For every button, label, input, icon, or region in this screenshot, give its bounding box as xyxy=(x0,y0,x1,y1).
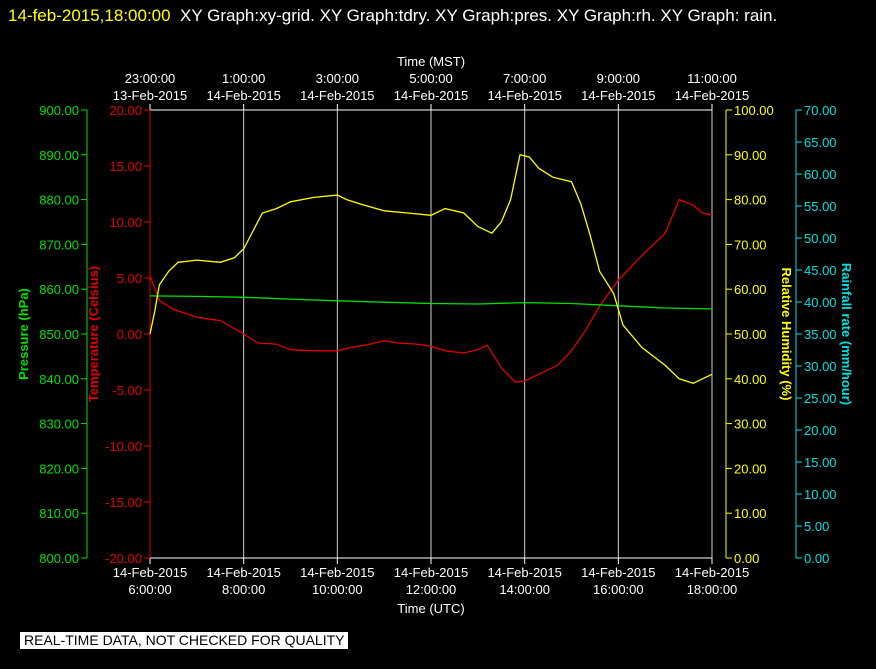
top-tick-time-label: 1:00:00 xyxy=(222,71,265,86)
humidity-tick-label: 20.00 xyxy=(734,461,767,476)
humidity-tick-label: 40.00 xyxy=(734,372,767,387)
top-tick-date-label: 14-Feb-2015 xyxy=(300,88,374,103)
pressure-tick-label: 850.00 xyxy=(39,327,79,342)
temperature-tick-label: 15.00 xyxy=(109,159,142,174)
rainfall-tick-label: 10.00 xyxy=(804,487,837,502)
rainfall-tick-label: 55.00 xyxy=(804,199,837,214)
x-tick-date-label: 14-Feb-2015 xyxy=(487,565,561,580)
header-graph-list: XY Graph:xy-grid. XY Graph:tdry. XY Grap… xyxy=(180,6,778,25)
x-tick-time-label: 12:00:00 xyxy=(406,582,457,597)
header-timestamp: 14-feb-2015,18:00:00 xyxy=(8,6,171,25)
top-tick-date-label: 14-Feb-2015 xyxy=(206,88,280,103)
top-tick-time-label: 9:00:00 xyxy=(597,71,640,86)
top-axis-label: Time (MST) xyxy=(397,54,465,69)
top-tick-date-label: 14-Feb-2015 xyxy=(675,88,749,103)
humidity-tick-label: 100.00 xyxy=(734,103,774,118)
humidity-tick-label: 70.00 xyxy=(734,237,767,252)
top-tick-date-label: 14-Feb-2015 xyxy=(394,88,468,103)
top-tick-date-label: 14-Feb-2015 xyxy=(487,88,561,103)
x-tick-time-label: 8:00:00 xyxy=(222,582,265,597)
temperature-axis-label: Temperature (Celsius) xyxy=(86,266,101,402)
rainfall-tick-label: 45.00 xyxy=(804,263,837,278)
rainfall-tick-label: 40.00 xyxy=(804,295,837,310)
rainfall-tick-label: 25.00 xyxy=(804,391,837,406)
top-tick-time-label: 3:00:00 xyxy=(316,71,359,86)
temperature-tick-label: 10.00 xyxy=(109,215,142,230)
chart-header: 14-feb-2015,18:00:00 XY Graph:xy-grid. X… xyxy=(8,2,868,30)
pressure-tick-label: 840.00 xyxy=(39,372,79,387)
temperature-tick-label: 5.00 xyxy=(117,271,142,286)
x-tick-date-label: 14-Feb-2015 xyxy=(581,565,655,580)
humidity-tick-label: 80.00 xyxy=(734,193,767,208)
x-tick-date-label: 14-Feb-2015 xyxy=(300,565,374,580)
humidity-series-line xyxy=(149,154,713,384)
temperature-tick-label: -20.00 xyxy=(105,551,142,566)
rainfall-tick-label: 65.00 xyxy=(804,135,837,150)
rainfall-tick-label: 35.00 xyxy=(804,327,837,342)
x-axis-label: Time (UTC) xyxy=(397,601,464,616)
top-tick-date-label: 13-Feb-2015 xyxy=(113,88,187,103)
temperature-tick-label: -10.00 xyxy=(105,439,142,454)
humidity-axis-label: Relative Humidity (%) xyxy=(779,268,794,401)
pressure-tick-label: 870.00 xyxy=(39,237,79,252)
rainfall-tick-label: 70.00 xyxy=(804,103,837,118)
pressure-tick-label: 900.00 xyxy=(39,103,79,118)
top-tick-time-label: 11:00:00 xyxy=(687,71,737,86)
pressure-tick-label: 820.00 xyxy=(39,461,79,476)
x-tick-time-label: 10:00:00 xyxy=(312,582,363,597)
x-tick-time-label: 14:00:00 xyxy=(499,582,550,597)
humidity-tick-label: 60.00 xyxy=(734,282,767,297)
temperature-tick-label: 20.00 xyxy=(109,103,142,118)
rainfall-tick-label: 5.00 xyxy=(804,519,829,534)
rainfall-tick-label: 0.00 xyxy=(804,551,829,566)
rainfall-tick-label: 15.00 xyxy=(804,455,837,470)
pressure-tick-label: 830.00 xyxy=(39,417,79,432)
x-tick-time-label: 18:00:00 xyxy=(687,582,738,597)
rainfall-tick-label: 50.00 xyxy=(804,231,837,246)
x-tick-date-label: 14-Feb-2015 xyxy=(206,565,280,580)
rainfall-tick-label: 30.00 xyxy=(804,359,837,374)
humidity-tick-label: 30.00 xyxy=(734,417,767,432)
humidity-tick-label: 90.00 xyxy=(734,148,767,163)
humidity-tick-label: 10.00 xyxy=(734,506,767,521)
top-tick-time-label: 5:00:00 xyxy=(409,71,452,86)
pressure-tick-label: 880.00 xyxy=(39,193,79,208)
top-tick-time-label: 7:00:00 xyxy=(503,71,546,86)
quality-notice: REAL-TIME DATA, NOT CHECKED FOR QUALITY xyxy=(20,632,349,649)
x-tick-time-label: 16:00:00 xyxy=(593,582,644,597)
pressure-series-line xyxy=(149,295,713,310)
humidity-tick-label: 0.00 xyxy=(734,551,759,566)
x-tick-date-label: 14-Feb-2015 xyxy=(113,565,187,580)
top-tick-time-label: 23:00:00 xyxy=(125,71,176,86)
x-tick-time-label: 6:00:00 xyxy=(128,582,171,597)
humidity-tick-label: 50.00 xyxy=(734,327,767,342)
temperature-tick-label: -15.00 xyxy=(105,495,142,510)
pressure-tick-label: 860.00 xyxy=(39,282,79,297)
pressure-tick-label: 810.00 xyxy=(39,506,79,521)
temperature-tick-label: 0.00 xyxy=(117,327,142,342)
temperature-tick-label: -5.00 xyxy=(112,383,142,398)
x-tick-date-label: 14-Feb-2015 xyxy=(675,565,749,580)
rainfall-tick-label: 60.00 xyxy=(804,167,837,182)
temperature-series-line xyxy=(149,198,713,383)
top-tick-date-label: 14-Feb-2015 xyxy=(581,88,655,103)
x-tick-date-label: 14-Feb-2015 xyxy=(394,565,468,580)
rainfall-axis-label: Rainfall rate (mm/hour) xyxy=(839,263,854,405)
rainfall-tick-label: 20.00 xyxy=(804,423,837,438)
pressure-axis-label: Pressure (hPa) xyxy=(16,288,31,380)
pressure-tick-label: 890.00 xyxy=(39,148,79,163)
pressure-tick-label: 800.00 xyxy=(39,551,79,566)
